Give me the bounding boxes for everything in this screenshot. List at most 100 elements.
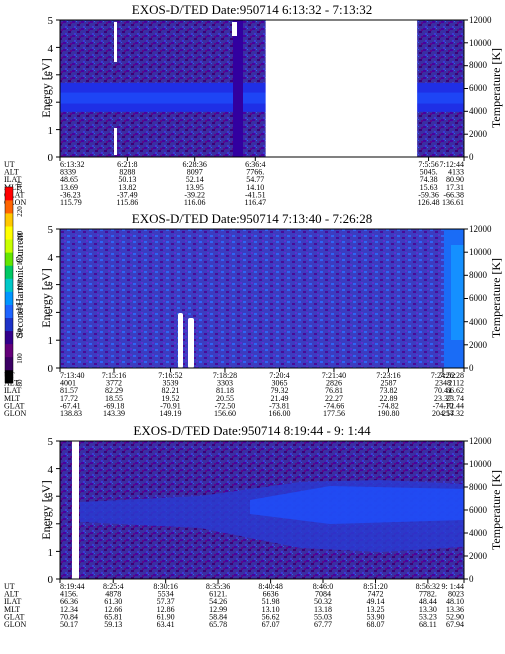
orbit-value: 12.99 <box>209 605 227 614</box>
orbit-value: 23.37 <box>434 394 452 403</box>
orbit-value: 76.81 <box>325 386 343 395</box>
orbit-value: -70.91 <box>160 401 181 410</box>
colorbar-tick-label: 220 <box>16 206 24 217</box>
orbit-row-label: ILAT <box>4 597 21 606</box>
y2-tick-label: 2000 <box>469 129 488 139</box>
y-axis-label: Energy [eV] <box>39 480 53 539</box>
orbit-value: 2587 <box>380 379 396 388</box>
orbit-value: 18.55 <box>105 394 123 403</box>
data-dropout <box>114 128 117 155</box>
orbit-value: 12.66 <box>104 605 122 614</box>
y-tick-label: 1 <box>48 125 54 137</box>
y2-axis-label: Temperature [K] <box>489 258 503 338</box>
panel-title: EXOS-D/TED Date:950714 7:13:40 - 7:26:28 <box>132 211 372 226</box>
orbit-value: 70.84 <box>60 612 78 621</box>
orbit-value: 17.31 <box>446 183 464 192</box>
orbit-value: 2826 <box>326 379 342 388</box>
orbit-value: 6:28:36 <box>182 160 206 169</box>
orbit-value: 8:51:20 <box>363 582 387 591</box>
panel-title: EXOS-D/TED Date:950714 6:13:32 - 7:13:32 <box>132 2 372 17</box>
orbit-value: 53.90 <box>367 612 385 621</box>
orbit-value: 50.17 <box>60 620 78 629</box>
orbit-value: 22.27 <box>325 394 343 403</box>
orbit-value: 3539 <box>162 379 178 388</box>
orbit-value: 14.10 <box>246 183 264 192</box>
orbit-value: 190.80 <box>377 409 399 418</box>
y2-tick-label: 12000 <box>469 436 492 446</box>
orbit-value: 67.77 <box>314 620 332 629</box>
orbit-value: 73.82 <box>379 386 397 395</box>
right-axis: 0 2000 4000 6000 8000 10000 12000 Temper… <box>464 436 503 584</box>
orbit-value: 2112 <box>448 379 464 388</box>
orbit-value: 217.32 <box>442 409 464 418</box>
colorbar-cell <box>5 304 13 318</box>
orbit-table: UT 7:13:40 7:15:16 7:16:52 7:18:28 7:20:4 7:21… <box>4 368 465 418</box>
panel-1-plot <box>59 19 465 158</box>
orbit-value: 6636 <box>263 590 279 599</box>
y2-tick-label: 4000 <box>469 528 488 538</box>
orbit-value: 82.21 <box>161 386 179 395</box>
orbit-value: 8:56:32 <box>416 582 440 591</box>
orbit-value: 8023 <box>448 590 464 599</box>
orbit-value: 7782. <box>419 590 437 599</box>
orbit-value: 4878 <box>105 590 121 599</box>
orbit-value: 51.98 <box>262 597 280 606</box>
orbit-value: 49.14 <box>367 597 385 606</box>
orbit-value: 48.10 <box>446 597 464 606</box>
orbit-value: 8:40:48 <box>258 582 282 591</box>
orbit-value: 115.79 <box>60 198 82 207</box>
orbit-row-label: MLT <box>4 394 20 403</box>
orbit-value: 138.83 <box>60 409 82 418</box>
orbit-value: 63.41 <box>157 620 175 629</box>
y2-tick-label: 12000 <box>469 15 492 25</box>
orbit-value: 74.38 <box>420 175 438 184</box>
colorbar-cell <box>5 239 13 253</box>
panel-2: EXOS-D/TED Date:950714 7:13:40 - 7:26:28… <box>4 211 503 418</box>
orbit-value: 3772 <box>106 379 122 388</box>
colorbar-cell <box>5 226 13 240</box>
colorbar-cell <box>5 213 13 227</box>
orbit-row-label: GLON <box>4 198 26 207</box>
panel-3-plot <box>59 440 465 580</box>
orbit-value: -74.82 <box>378 401 399 410</box>
y2-axis-label: Temperature [K] <box>489 470 503 550</box>
y2-tick-label: 8000 <box>469 482 488 492</box>
orbit-table: UT 6:13:32 6:21:8 6:28:36 6:36:4 7:5:56 7:12:4… <box>4 157 465 207</box>
y2-tick-label: 0 <box>469 363 474 373</box>
y-tick-label: 4 <box>48 252 54 264</box>
y2-tick-label: 12000 <box>469 224 492 234</box>
y-tick-label: 1 <box>48 335 54 347</box>
orbit-value: 79.32 <box>270 386 288 395</box>
orbit-value: 81.18 <box>216 386 234 395</box>
orbit-value: 4156. <box>60 590 78 599</box>
colorbar-tick-label: 200 <box>16 230 24 241</box>
orbit-value: 56.62 <box>262 612 280 621</box>
colorbar-frame <box>4 186 14 384</box>
y-tick-label: 5 <box>48 436 54 448</box>
orbit-value: 13.10 <box>262 605 280 614</box>
colorbar-tick-label: 80 <box>16 379 24 387</box>
colorbar-cell <box>5 200 13 214</box>
orbit-value: -59.36 <box>418 190 439 199</box>
data-dropout <box>232 22 237 36</box>
right-axis: 0 2000 4000 6000 8000 10000 12000 Temper… <box>464 15 503 162</box>
orbit-value: 6:36:4 <box>245 160 265 169</box>
orbit-value: 9: 1:44 <box>442 582 464 591</box>
y-tick-label: 2 <box>48 519 54 531</box>
orbit-value: 66.36 <box>60 597 78 606</box>
orbit-value: 7766. <box>246 168 264 177</box>
orbit-value: 3303 <box>217 379 233 388</box>
orbit-value: 15.63 <box>420 183 438 192</box>
orbit-row-label: GLAT <box>4 401 25 410</box>
orbit-value: 82.29 <box>105 386 123 395</box>
colorbar-tick-label: 180 <box>16 255 24 266</box>
orbit-row-label: UT <box>4 371 15 380</box>
y2-tick-label: 0 <box>469 152 474 162</box>
orbit-row-label: ILAT <box>4 386 21 395</box>
orbit-value: -72.50 <box>215 401 236 410</box>
orbit-value: 7:12:44 <box>440 160 464 169</box>
orbit-value: 61.90 <box>157 612 175 621</box>
orbit-row-label: MLT <box>4 605 20 614</box>
orbit-value: 21.49 <box>270 394 288 403</box>
